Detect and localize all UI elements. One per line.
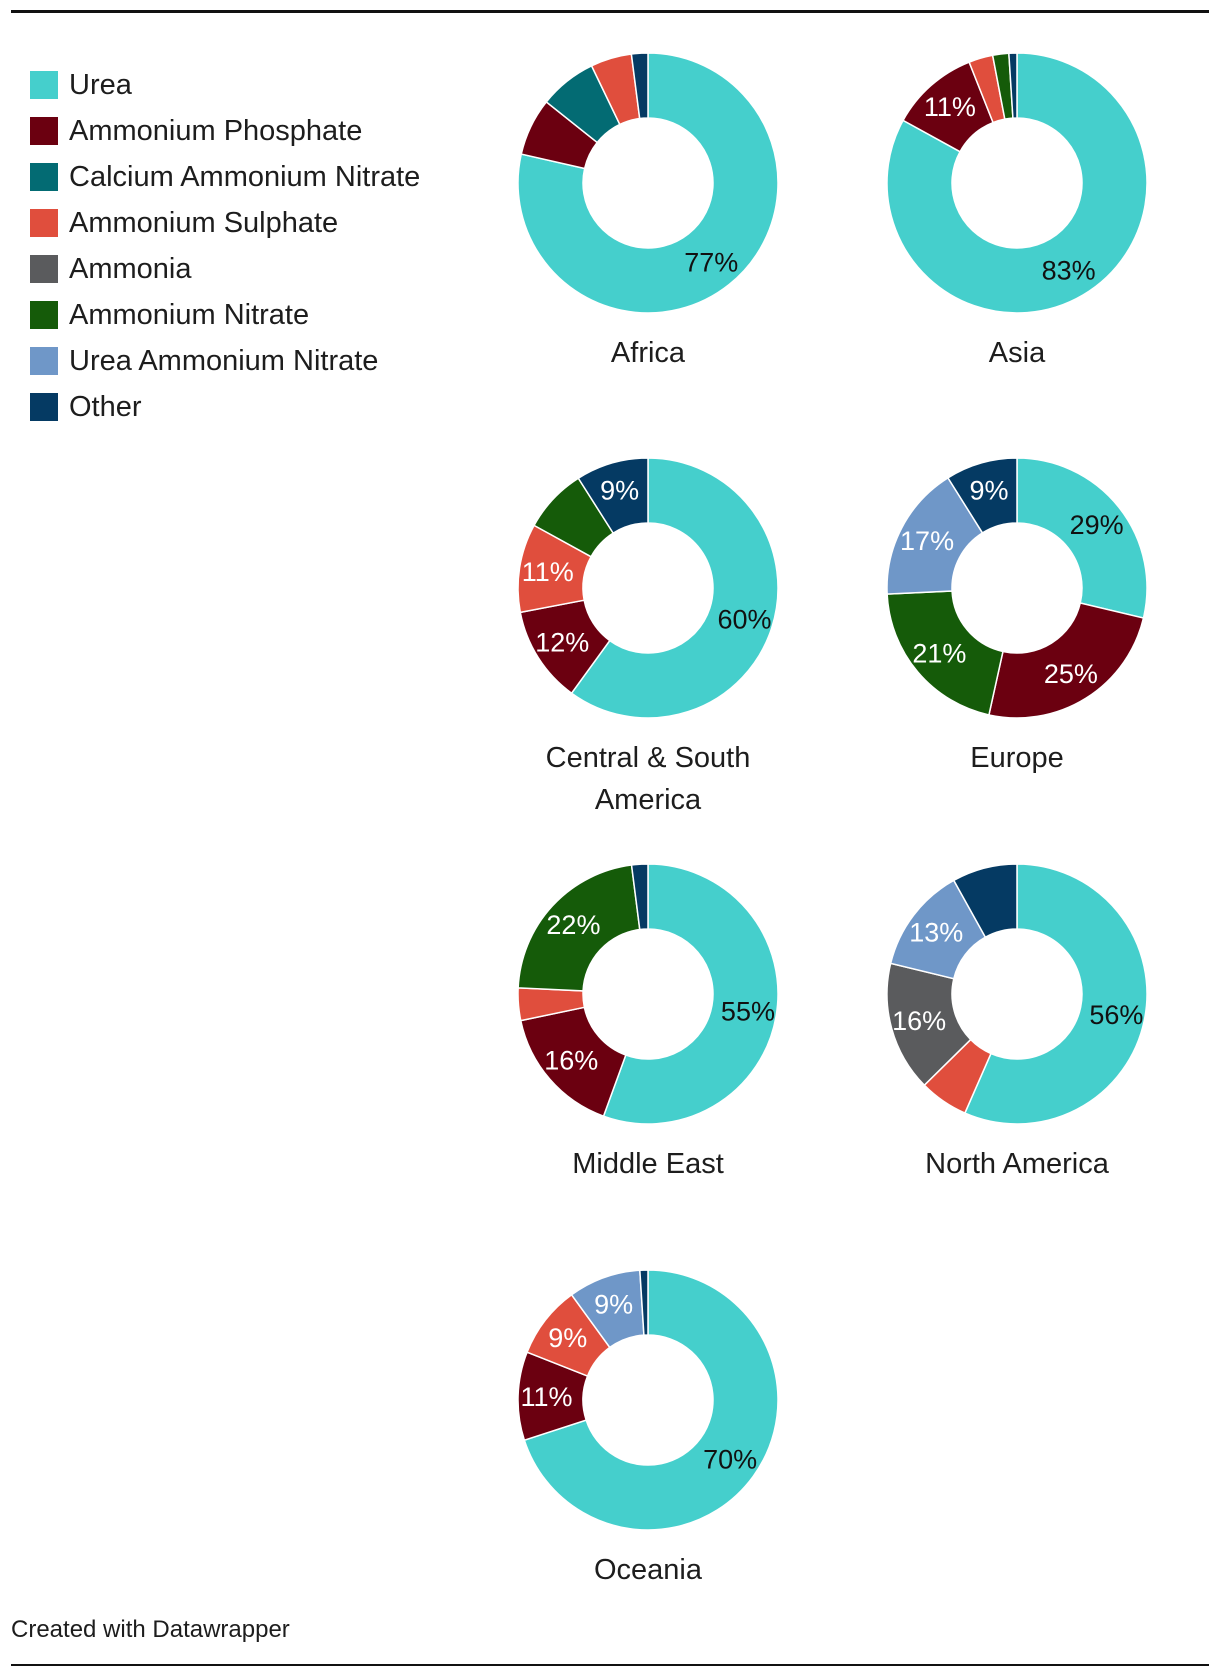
legend-swatch <box>30 255 58 283</box>
legend-item-urea-ammonium-nitrate: Urea Ammonium Nitrate <box>30 338 420 384</box>
bottom-rule <box>11 1664 1209 1666</box>
legend-label: Calcium Ammonium Nitrate <box>69 160 421 193</box>
top-rule <box>11 10 1209 13</box>
legend-label: Ammonium Phosphate <box>69 114 363 147</box>
slice-ammonium-nitrate <box>886 590 1004 716</box>
slice-label: 56% <box>1089 1000 1143 1030</box>
slice-label: 12% <box>535 627 589 657</box>
slice-label: 22% <box>546 910 600 940</box>
slice-label: 60% <box>718 604 772 634</box>
slice-label: 11% <box>924 92 976 122</box>
slice-urea <box>963 863 1148 1125</box>
slice-ammonium-nitrate <box>517 864 641 992</box>
slice-label: 9% <box>594 1290 633 1320</box>
donut-africa: 77% Africa <box>517 52 779 369</box>
chart-title: Middle East <box>572 1148 724 1180</box>
legend-item-ammonium-sulphate: Ammonium Sulphate <box>30 200 420 246</box>
slice-label: 17% <box>900 526 954 556</box>
legend-item-ammonia: Ammonia <box>30 246 420 292</box>
legend-label: Ammonium Sulphate <box>69 206 339 239</box>
slice-label: 16% <box>544 1045 598 1075</box>
chart-title: Asia <box>989 337 1046 369</box>
legend-item-calcium-ammonium-nitrate: Calcium Ammonium Nitrate <box>30 154 420 200</box>
slice-label: 77% <box>684 247 738 277</box>
legend-label: Ammonia <box>69 252 192 285</box>
legend-item-ammonium-phosphate: Ammonium Phosphate <box>30 108 420 154</box>
slice-other <box>630 52 649 120</box>
slice-label: 9% <box>548 1323 587 1353</box>
legend-swatch <box>30 347 58 375</box>
chart-title: Central & South America <box>546 742 751 816</box>
chart-title: North America <box>925 1148 1110 1180</box>
donut-charts: 77% Africa 83% 11% Asia 60% 12% 11% 9% Central & … <box>517 52 1148 1586</box>
slice-label: 83% <box>1042 255 1096 285</box>
donut-middle-east: 55% 16% 22% Middle East <box>517 863 779 1180</box>
legend-label: Other <box>69 390 142 423</box>
legend-swatch <box>30 117 58 145</box>
legend: Urea Ammonium Phosphate Calcium Ammonium N… <box>30 62 420 430</box>
slice-other <box>946 457 1018 534</box>
slice-label: 55% <box>721 997 775 1027</box>
legend-swatch <box>30 301 58 329</box>
slice-label: 21% <box>912 638 966 668</box>
slice-label: 9% <box>600 476 639 506</box>
slice-label: 11% <box>522 557 574 587</box>
legend-swatch <box>30 209 58 237</box>
slice-other <box>577 457 649 535</box>
slice-urea <box>1016 457 1148 619</box>
slice-other <box>952 863 1018 939</box>
chart-title: Oceania <box>594 1554 703 1586</box>
donut-europe: 29% 25% 21% 17% 9% Europe <box>886 457 1148 774</box>
slice-label: 13% <box>909 918 963 948</box>
slice-urea <box>570 457 779 719</box>
credit-text: Created with Datawrapper <box>11 1616 290 1643</box>
legend-label: Urea Ammonium Nitrate <box>69 344 379 377</box>
slice-other <box>630 863 649 931</box>
donut-oceania: 70% 11% 9%9% Oceania <box>517 1269 779 1586</box>
slice-label: 11% <box>521 1382 573 1412</box>
slice-label: 9% <box>969 475 1008 505</box>
legend-label: Ammonium Nitrate <box>69 298 310 331</box>
legend-swatch <box>30 163 58 191</box>
legend-swatch <box>30 393 58 421</box>
slice-other <box>639 1269 649 1336</box>
donut-north-america: 56% 16% 13% North America <box>886 863 1148 1180</box>
donut-asia: 83% 11% Asia <box>886 52 1148 369</box>
slice-other <box>1008 52 1018 119</box>
slice-label: 16% <box>892 1006 946 1036</box>
slice-ammonium-phosphate <box>988 602 1145 719</box>
slice-label: 25% <box>1044 659 1098 689</box>
slice-urea <box>886 52 1148 314</box>
legend-item-other: Other <box>30 384 420 430</box>
chart-title: Europe <box>970 742 1064 774</box>
slice-urea <box>523 1269 779 1531</box>
slice-urea <box>517 52 779 314</box>
chart-title: Africa <box>611 337 686 369</box>
legend-swatch <box>30 71 58 99</box>
donut-central-and-south-america: 60% 12% 11% 9% Central & South America <box>517 457 779 816</box>
slice-label: 29% <box>1070 510 1124 540</box>
slice-label: 70% <box>703 1445 757 1475</box>
legend-item-ammonium-nitrate: Ammonium Nitrate <box>30 292 420 338</box>
legend-item-urea: Urea <box>30 62 420 108</box>
slice-urea <box>602 863 779 1125</box>
legend-label: Urea <box>69 68 132 101</box>
